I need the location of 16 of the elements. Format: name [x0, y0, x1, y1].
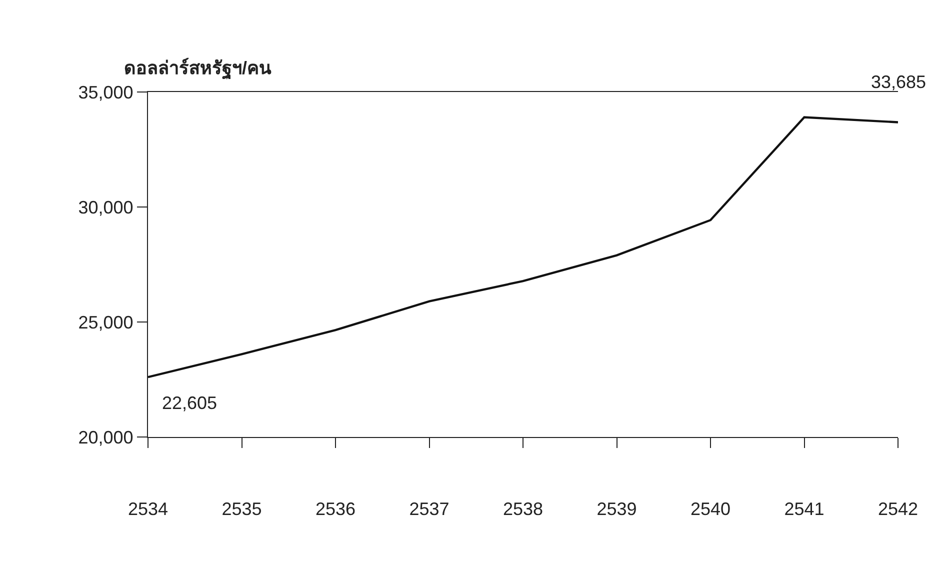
y-tick-label: 30,000 — [78, 197, 134, 218]
x-tick-label: 2542 — [878, 498, 918, 519]
x-tick-label: 2539 — [596, 498, 637, 519]
y-tick-label: 25,000 — [78, 312, 134, 332]
y-tick-label: 20,000 — [78, 427, 134, 448]
y-axis-title: ดอลล่าร์สหรัฐฯ/คน — [124, 57, 272, 80]
x-tick-label: 2534 — [128, 498, 168, 519]
x-tick-label: 2536 — [315, 498, 356, 519]
x-tick-label: 2535 — [222, 498, 262, 519]
x-tick-label: 2540 — [690, 498, 731, 519]
x-tick-label: 2541 — [784, 498, 824, 519]
annotation: 22,605 — [162, 393, 218, 413]
annotation: 33,685 — [871, 72, 926, 92]
x-tick-label: 2537 — [409, 498, 450, 519]
y-tick-label: 35,000 — [78, 82, 134, 102]
x-tick-label: 2538 — [502, 498, 544, 519]
